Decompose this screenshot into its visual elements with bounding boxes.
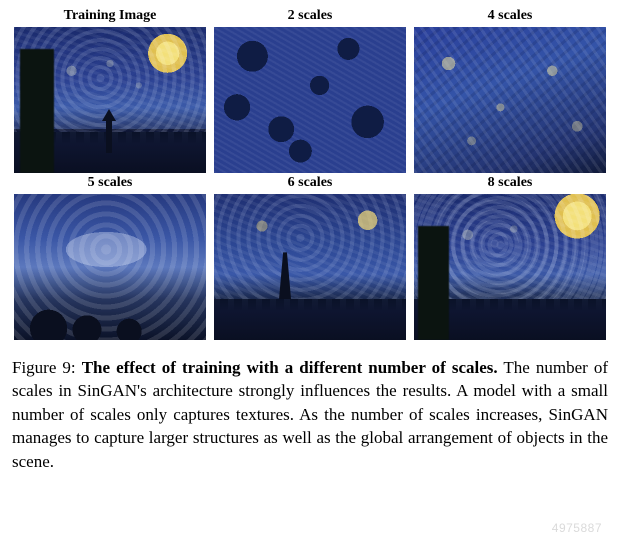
caption-title: The effect of training with a different … — [82, 358, 498, 377]
figure-grid: Training Image 2 scales 4 scales 5 scale… — [12, 8, 608, 340]
panel-image — [14, 27, 206, 173]
panel-image — [14, 194, 206, 340]
panel-label: 8 scales — [488, 175, 533, 191]
panel-2-scales: 2 scales — [212, 8, 408, 173]
panel-label: 2 scales — [288, 8, 333, 24]
panel-6-scales: 6 scales — [212, 175, 408, 340]
panel-label: 5 scales — [88, 175, 133, 191]
panel-8-scales: 8 scales — [412, 175, 608, 340]
panel-5-scales: 5 scales — [12, 175, 208, 340]
panel-label: Training Image — [64, 8, 157, 24]
caption-lead: Figure 9: — [12, 358, 82, 377]
panel-image — [414, 27, 606, 173]
panel-image — [214, 27, 406, 173]
panel-training-image: Training Image — [12, 8, 208, 173]
figure-caption: Figure 9: The effect of training with a … — [12, 356, 608, 473]
panel-image — [414, 194, 606, 340]
panel-label: 4 scales — [488, 8, 533, 24]
watermark: 4975887 — [552, 521, 602, 535]
panel-4-scales: 4 scales — [412, 8, 608, 173]
panel-image — [214, 194, 406, 340]
panel-label: 6 scales — [288, 175, 333, 191]
